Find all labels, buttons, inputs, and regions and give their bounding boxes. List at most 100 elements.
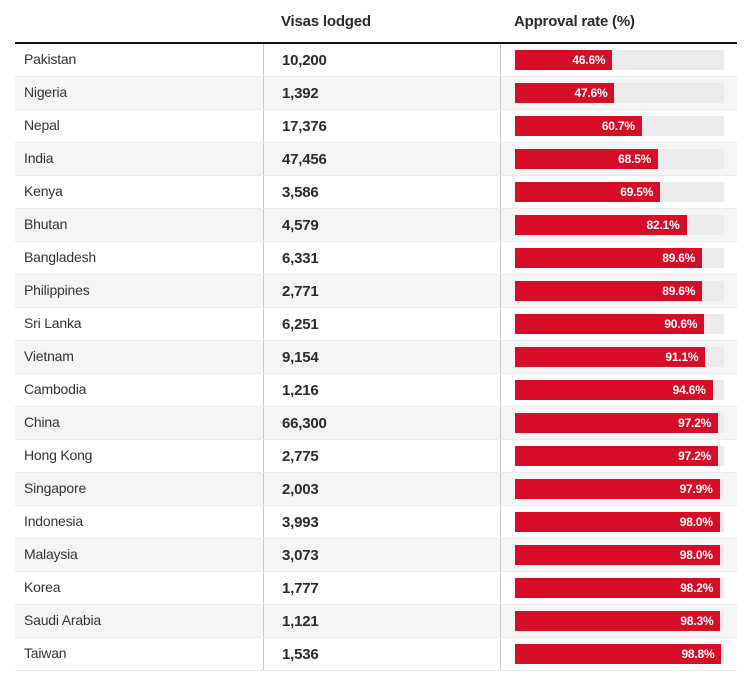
country-label: Hong Kong <box>24 447 93 463</box>
visas-lodged-value: 1,392 <box>282 84 319 102</box>
visas-lodged-value: 2,003 <box>282 480 319 498</box>
visas-lodged-cell: 1,777 <box>263 572 500 604</box>
country-label: Korea <box>24 579 61 595</box>
table-row: Malaysia 3,073 98.0% <box>15 539 737 572</box>
visas-lodged-value: 1,121 <box>282 612 319 630</box>
country-cell: Kenya <box>15 183 263 201</box>
approval-rate-bar-track: 98.2% <box>515 578 724 598</box>
visas-lodged-cell: 3,993 <box>263 506 500 538</box>
approval-rate-cell: 69.5% <box>500 176 737 208</box>
country-cell: Hong Kong <box>15 447 263 465</box>
country-label: Nigeria <box>24 84 67 100</box>
approval-rate-label: 82.1% <box>646 218 680 232</box>
approval-rate-bar-fill: 94.6% <box>515 380 713 400</box>
approval-rate-bar-fill: 98.3% <box>515 611 721 631</box>
approval-rate-label: 94.6% <box>672 383 706 397</box>
approval-rate-bar-track: 89.6% <box>515 248 724 268</box>
country-cell: Philippines <box>15 282 263 300</box>
table-row: China 66,300 97.2% <box>15 407 737 440</box>
approval-rate-bar-track: 97.9% <box>515 479 724 499</box>
approval-rate-bar-fill: 60.7% <box>515 116 642 136</box>
visas-lodged-value: 4,579 <box>282 216 319 234</box>
approval-rate-bar-fill: 68.5% <box>515 149 659 169</box>
approval-rate-bar-fill: 98.0% <box>515 545 720 565</box>
visas-lodged-cell: 2,775 <box>263 440 500 472</box>
country-cell: Nigeria <box>15 84 263 102</box>
approval-rate-label: 68.5% <box>618 152 652 166</box>
approval-rate-label: 47.6% <box>574 86 608 100</box>
country-cell: China <box>15 414 263 432</box>
approval-rate-bar-track: 82.1% <box>515 215 724 235</box>
approval-rate-bar-fill: 89.6% <box>515 248 703 268</box>
country-cell: Korea <box>15 579 263 597</box>
visas-lodged-cell: 47,456 <box>263 143 500 175</box>
visas-lodged-value: 47,456 <box>282 150 327 168</box>
table-row: Cambodia 1,216 94.6% <box>15 374 737 407</box>
country-label: Malaysia <box>24 546 78 562</box>
approval-rate-bar-fill: 90.6% <box>515 314 705 334</box>
country-cell: Malaysia <box>15 546 263 564</box>
visas-lodged-cell: 17,376 <box>263 110 500 142</box>
visas-lodged-cell: 9,154 <box>263 341 500 373</box>
approval-rate-bar-fill: 89.6% <box>515 281 703 301</box>
visas-lodged-value: 3,073 <box>282 546 319 564</box>
country-label: Bangladesh <box>24 249 96 265</box>
approval-rate-cell: 98.0% <box>500 539 737 571</box>
approval-rate-bar-fill: 82.1% <box>515 215 687 235</box>
table-row: Taiwan 1,536 98.8% <box>15 638 737 671</box>
approval-rate-bar-track: 69.5% <box>515 182 724 202</box>
country-label: Kenya <box>24 183 63 199</box>
visas-lodged-value: 3,586 <box>282 183 319 201</box>
approval-rate-label: 89.6% <box>662 251 696 265</box>
country-label: Sri Lanka <box>24 315 82 331</box>
country-cell: Sri Lanka <box>15 315 263 333</box>
visas-lodged-cell: 3,586 <box>263 176 500 208</box>
visas-lodged-cell: 6,331 <box>263 242 500 274</box>
approval-rate-cell: 46.6% <box>500 44 737 76</box>
approval-rate-bar-track: 94.6% <box>515 380 724 400</box>
visas-lodged-value: 6,251 <box>282 315 319 333</box>
approval-rate-bar-track: 91.1% <box>515 347 724 367</box>
country-label: Saudi Arabia <box>24 612 101 628</box>
approval-rate-label: 98.2% <box>680 581 714 595</box>
approval-rate-cell: 82.1% <box>500 209 737 241</box>
approval-rate-label: 97.9% <box>679 482 713 496</box>
country-cell: Bangladesh <box>15 249 263 267</box>
approval-rate-bar-fill: 47.6% <box>515 83 615 103</box>
visas-lodged-cell: 1,121 <box>263 605 500 637</box>
table-row: Nepal 17,376 60.7% <box>15 110 737 143</box>
approval-rate-bar-track: 98.8% <box>515 644 724 664</box>
approval-rate-bar-fill: 97.2% <box>515 446 719 466</box>
approval-rate-cell: 89.6% <box>500 275 737 307</box>
table-row: Kenya 3,586 69.5% <box>15 176 737 209</box>
table-row: Nigeria 1,392 47.6% <box>15 77 737 110</box>
country-label: Vietnam <box>24 348 74 364</box>
approval-rate-bar-track: 68.5% <box>515 149 724 169</box>
table-row: Bangladesh 6,331 89.6% <box>15 242 737 275</box>
table-row: Bhutan 4,579 82.1% <box>15 209 737 242</box>
approval-rate-cell: 98.3% <box>500 605 737 637</box>
approval-rate-cell: 98.2% <box>500 572 737 604</box>
approval-rate-label: 97.2% <box>678 449 712 463</box>
visas-lodged-value: 10,200 <box>282 51 327 69</box>
visas-lodged-cell: 10,200 <box>263 44 500 76</box>
visas-lodged-value: 17,376 <box>282 117 327 135</box>
approval-rate-bar-fill: 69.5% <box>515 182 661 202</box>
table-row: Philippines 2,771 89.6% <box>15 275 737 308</box>
approval-rate-bar-track: 98.0% <box>515 545 724 565</box>
approval-rate-label: 89.6% <box>662 284 696 298</box>
approval-rate-bar-fill: 98.2% <box>515 578 721 598</box>
country-label: Philippines <box>24 282 90 298</box>
approval-rate-cell: 97.2% <box>500 440 737 472</box>
visas-lodged-cell: 1,392 <box>263 77 500 109</box>
approval-rate-bar-track: 90.6% <box>515 314 724 334</box>
visas-lodged-cell: 6,251 <box>263 308 500 340</box>
approval-rate-cell: 68.5% <box>500 143 737 175</box>
approval-rate-bar-fill: 46.6% <box>515 50 613 70</box>
table-row: India 47,456 68.5% <box>15 143 737 176</box>
visas-lodged-cell: 1,216 <box>263 374 500 406</box>
approval-rate-cell: 91.1% <box>500 341 737 373</box>
approval-rate-bar-track: 89.6% <box>515 281 724 301</box>
approval-rate-bar-fill: 97.2% <box>515 413 719 433</box>
approval-rate-label: 90.6% <box>664 317 698 331</box>
